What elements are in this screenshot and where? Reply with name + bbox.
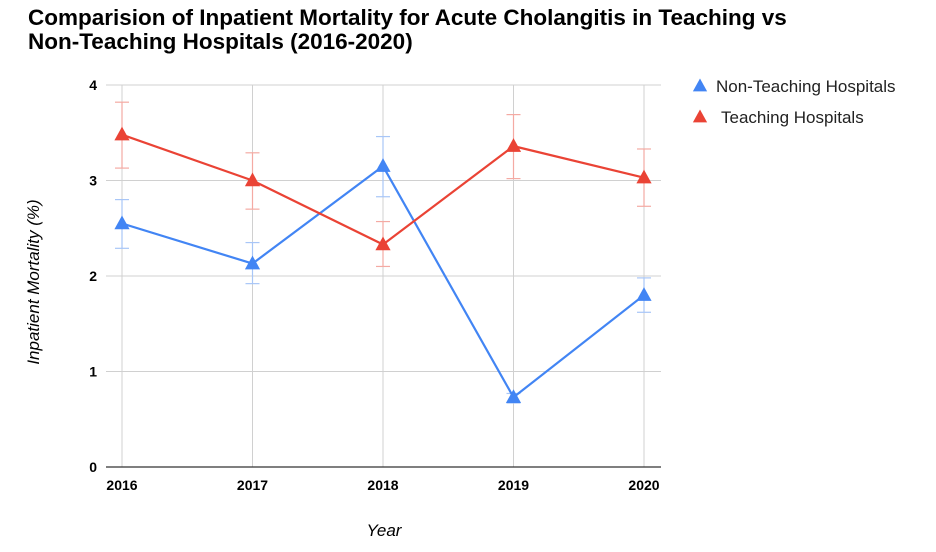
data-point-marker <box>244 255 261 270</box>
x-axis-label: Year <box>367 521 403 540</box>
data-point-marker <box>114 126 130 141</box>
y-tick-label: 1 <box>89 364 97 380</box>
data-point-marker <box>636 287 652 301</box>
x-tick-label: 2020 <box>628 477 659 493</box>
y-tick-label: 0 <box>89 459 97 475</box>
x-tick-label: 2017 <box>237 477 268 493</box>
data-point-marker <box>505 138 522 152</box>
legend: Non-Teaching Hospitals Teaching Hospitals <box>692 77 896 127</box>
data-point-marker <box>375 158 391 172</box>
data-point-marker <box>114 215 130 230</box>
data-point-marker <box>505 389 522 404</box>
legend-label: Teaching Hospitals <box>721 108 864 127</box>
series-group <box>114 126 652 404</box>
data-point-marker <box>375 236 391 251</box>
x-tick-label: 2019 <box>498 477 529 493</box>
chart-title-line-2: Non-Teaching Hospitals (2016-2020) <box>28 29 413 54</box>
data-point-marker <box>244 172 261 187</box>
chart-title-line-1: Comparision of Inpatient Mortality for A… <box>28 5 787 30</box>
x-tick-label: 2016 <box>106 477 137 493</box>
y-axis-label: Inpatient Mortality (%) <box>24 199 43 364</box>
tick-labels: 0 1 2 3 4 2016 2017 2018 2019 2020 <box>89 77 660 493</box>
legend-marker-icon <box>692 78 708 92</box>
legend-marker-icon <box>692 109 708 123</box>
x-tick-label: 2018 <box>367 477 398 493</box>
legend-label: Non-Teaching Hospitals <box>716 77 896 96</box>
y-tick-label: 3 <box>89 173 97 189</box>
y-tick-label: 2 <box>89 268 97 284</box>
y-tick-label: 4 <box>89 77 97 93</box>
chart-title: Comparision of Inpatient Mortality for A… <box>28 6 928 54</box>
data-point-marker <box>636 169 652 184</box>
